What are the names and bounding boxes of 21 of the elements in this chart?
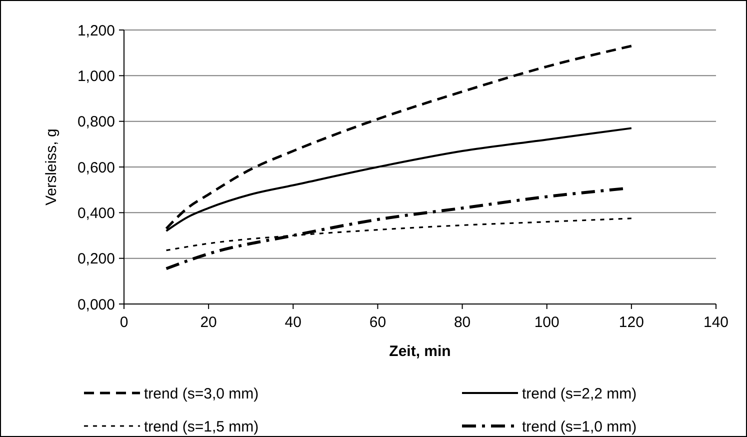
x-tick-label: 80 bbox=[454, 314, 471, 331]
y-tick-label: 0,000 bbox=[77, 296, 115, 314]
x-tick-label: 140 bbox=[703, 314, 729, 331]
x-tick-label: 100 bbox=[534, 314, 560, 331]
x-tick-label: 20 bbox=[200, 314, 217, 331]
x-tick-label: 60 bbox=[369, 314, 386, 331]
y-tick-label: 0,200 bbox=[77, 250, 115, 268]
x-tick-label: 0 bbox=[120, 314, 128, 331]
legend-label: trend (s=2,2 mm) bbox=[522, 385, 637, 402]
legend-label: trend (s=3,0 mm) bbox=[144, 385, 259, 402]
legend-label: trend (s=1,0 mm) bbox=[522, 418, 637, 436]
x-tick-label: 40 bbox=[284, 314, 302, 331]
legend-label: trend (s=1,5 mm) bbox=[144, 418, 259, 436]
y-tick-label: 0,400 bbox=[77, 204, 115, 222]
y-axis-title: Versleiss, g bbox=[43, 128, 60, 206]
y-tick-label: 1,000 bbox=[77, 68, 115, 85]
y-tick-label: 0,600 bbox=[77, 159, 115, 176]
x-tick-label: 120 bbox=[618, 314, 644, 331]
x-axis-title: Zeit, min bbox=[389, 343, 451, 360]
y-tick-label: 1,200 bbox=[77, 22, 115, 40]
y-tick-label: 0,800 bbox=[77, 114, 115, 131]
